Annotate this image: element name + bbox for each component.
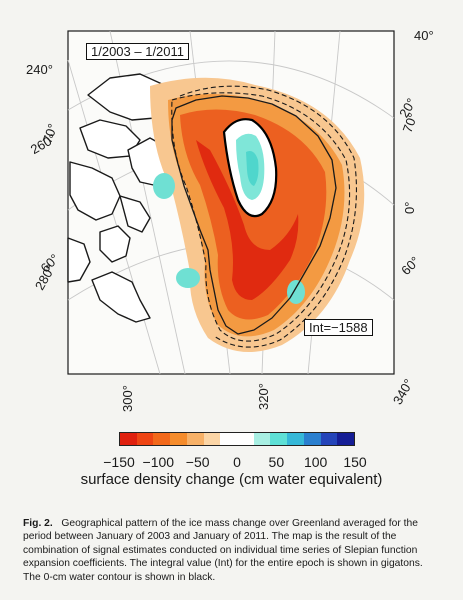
colorbar-tick-label: 150 — [343, 454, 367, 470]
period-label: 1/2003 – 1/2011 — [86, 43, 190, 60]
lon-tick-320: 320° — [256, 383, 271, 410]
colorbar-swatch — [237, 433, 254, 445]
lon-tick-340: 340° — [390, 376, 416, 407]
ice-sheet-boundary — [171, 85, 357, 348]
colorbar-tick-label: −50 — [185, 454, 210, 470]
colorbar-tick-label: 0 — [233, 454, 241, 470]
colorbar-swatch — [120, 433, 137, 445]
caption-label: Fig. 2. — [23, 518, 53, 529]
greenland-coastline — [171, 95, 337, 335]
colorbar-tick-label: 100 — [303, 454, 328, 470]
colorbar-swatch — [203, 433, 221, 445]
lon-tick-0: 0° — [402, 202, 417, 214]
colorbar-swatch — [186, 433, 204, 445]
lon-tick-40: 40° — [414, 28, 434, 43]
colorbar-tick-label: −150 — [103, 454, 135, 470]
integral-label: Int=−1588 — [304, 319, 373, 336]
colorbar-swatch — [337, 433, 355, 445]
colorbar-swatch — [170, 433, 187, 445]
lat-tick-70-left: 70° — [40, 122, 61, 146]
lon-tick-240: 240° — [26, 62, 53, 77]
lat-tick-70-right: 70° — [400, 111, 421, 135]
zero-contour — [222, 118, 278, 218]
colorbar-tick-label: 50 — [268, 454, 285, 470]
figure-caption: Fig. 2. Geographical pattern of the ice … — [23, 517, 443, 584]
colorbar-label: surface density change (cm water equival… — [80, 471, 383, 488]
colorbar-swatch — [287, 433, 304, 445]
colorbar-swatch — [220, 433, 238, 445]
lon-tick-300: 300° — [120, 385, 135, 412]
colorbar-swatch — [153, 433, 171, 445]
caption-text: Geographical pattern of the ice mass cha… — [23, 518, 423, 583]
colorbar-ticks: −150 −100 −50 0 50 100 150 — [0, 454, 463, 470]
lat-tick-60-right: 60° — [398, 254, 423, 279]
colorbar-swatch — [320, 433, 338, 445]
colorbar-swatch — [136, 433, 154, 445]
colorbar-swatch — [303, 433, 321, 445]
colorbar-swatch — [270, 433, 288, 445]
colorbar-swatch — [253, 433, 271, 445]
colorbar — [119, 432, 355, 446]
colorbar-tick-label: −100 — [142, 454, 175, 470]
